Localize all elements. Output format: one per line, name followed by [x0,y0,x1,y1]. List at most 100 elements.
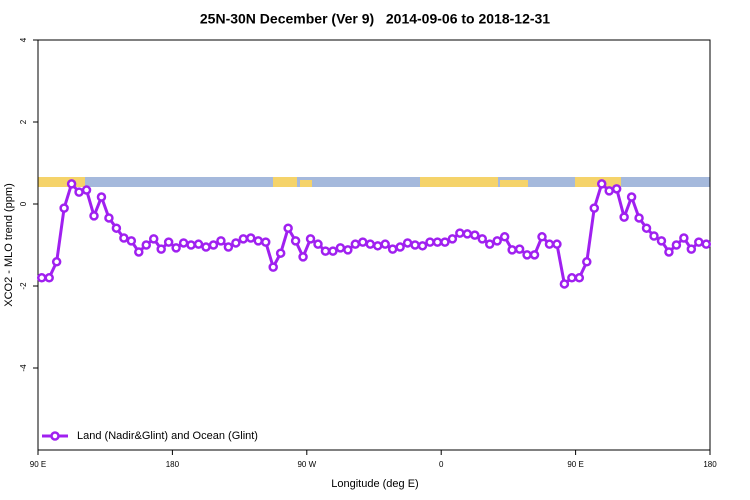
data-point [290,236,301,246]
data-point [507,245,517,255]
data-point [649,231,659,241]
data-point [582,257,592,267]
data-point [238,234,249,244]
legend-marker [50,431,60,441]
data-point [163,237,174,247]
data-point [298,252,308,262]
data-point [440,237,450,247]
data-point [537,232,547,242]
data-point [522,250,532,260]
data-point [148,234,159,244]
data-point [141,240,152,250]
land-band [38,177,85,187]
data-point [283,223,293,233]
data-point [425,237,435,247]
data-point [559,279,570,289]
data-point [156,244,166,254]
data-point [186,240,196,250]
data-point [499,232,510,242]
data-point [611,184,622,194]
data-point [231,238,241,248]
data-point [44,273,54,283]
data-point [335,243,346,253]
data-point [634,213,644,223]
data-point [604,186,614,196]
x-tick-label: 90 E [30,460,46,469]
data-point [51,257,62,267]
data-point [66,179,77,189]
legend-label: Land (Nadir&Glint) and Ocean (Glint) [77,430,258,442]
data-point [567,273,577,283]
land-band [273,177,297,187]
y-tick-label: 0 [19,201,28,206]
data-point [432,237,443,247]
y-tick-label: -2 [19,282,28,290]
data-point [671,240,682,250]
data-point [410,240,420,250]
ocean-band [38,177,710,187]
data-point [246,233,256,243]
chart-title: 25N-30N December (Ver 9) 2014-09-06 to 2… [200,11,550,27]
data-point [529,250,540,260]
data-point [74,187,84,197]
y-axis-label: XCO2 - MLO trend (ppm) [3,183,15,306]
data-point [81,185,92,195]
y-tick-label: 2 [19,119,28,124]
land-ocean-strip [38,177,710,187]
data-point [193,239,204,249]
data-point [641,223,652,233]
data-point [402,238,413,248]
data-point [701,239,712,249]
x-tick-label: 0 [439,460,444,469]
data-point [208,240,219,250]
data-point [596,179,607,189]
data-point [477,234,488,244]
x-tick-label: 180 [703,460,717,469]
data-point [305,234,316,244]
x-tick-label: 180 [166,460,180,469]
data-point [484,239,495,249]
data-point [36,273,47,283]
data-point [679,233,689,243]
data-point [514,244,525,254]
data-point [455,228,465,238]
data-point [134,247,144,257]
data-point [664,247,674,257]
data-point [365,239,376,249]
data-point [350,239,361,249]
data-point [656,236,667,246]
data-point [492,236,502,246]
data-point [104,213,114,223]
data-point [178,238,189,248]
land-band [500,180,528,187]
data-point [552,239,562,249]
data-point [216,236,226,246]
data-point [589,203,600,213]
x-axis-label: Longitude (deg E) [331,478,418,490]
land-band [420,177,498,187]
x-tick-label: 90 E [567,460,583,469]
data-point [313,239,323,249]
data-point [380,239,390,249]
data-point [260,237,271,247]
data-point [387,244,398,254]
data-point [96,192,107,202]
data-point [626,192,637,202]
data-point [619,212,629,222]
data-point [119,233,129,243]
data-point [59,203,69,213]
data-point [358,237,368,247]
land-band [300,180,312,187]
data-point [275,248,286,258]
data-point [574,273,585,283]
y-tick-label: 4 [19,37,28,42]
data-point [372,241,383,251]
data-point [268,262,278,272]
data-point [395,242,405,252]
data-point [223,242,234,252]
data-point [417,241,428,251]
data-point [126,236,137,246]
